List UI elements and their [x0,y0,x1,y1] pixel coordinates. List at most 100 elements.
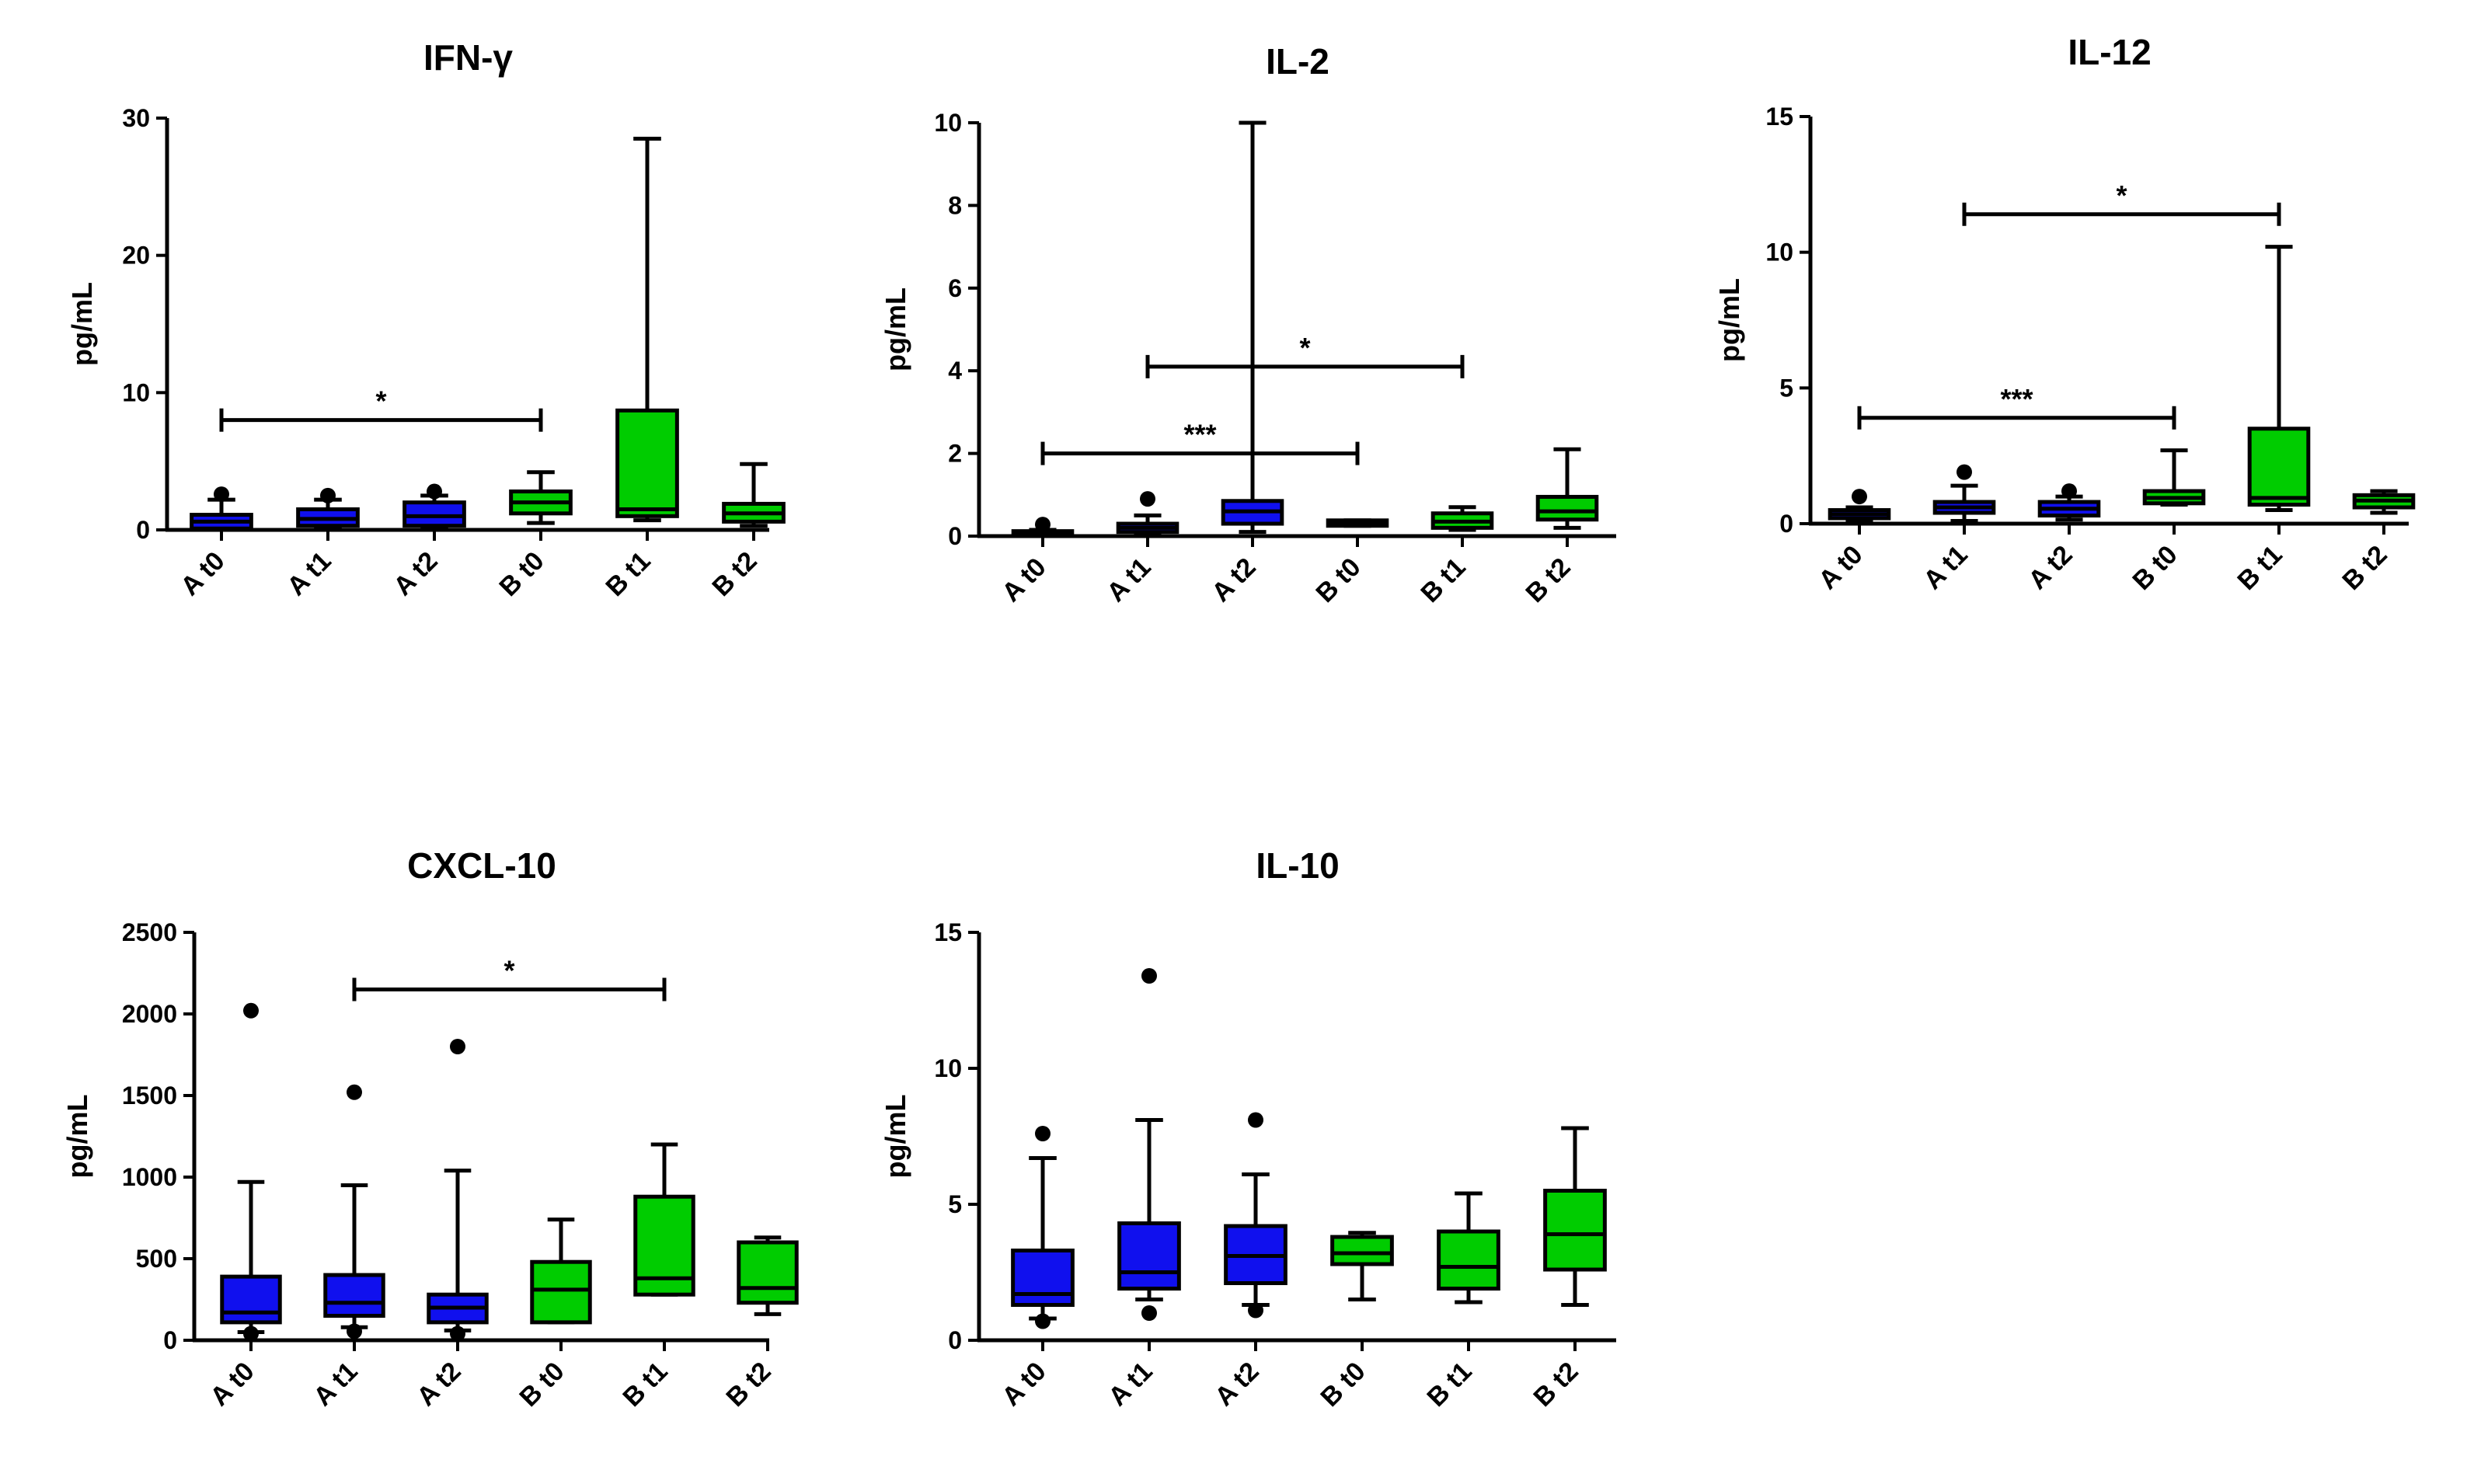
x-tick-label: A t2 [388,546,443,601]
box-plot [1932,464,1996,524]
x-tick-label: B t0 [514,1357,570,1413]
y-tick-label: 2000 [122,1000,177,1028]
x-tick-label: B t0 [1310,552,1366,608]
chart-title: IFN-γ [423,37,513,78]
box-plot [2352,489,2416,515]
box-plot [427,1039,489,1342]
y-tick-label: 0 [163,1326,177,1354]
significance-label: * [1299,332,1310,364]
outlier-point [1140,491,1155,507]
outlier-point [1141,968,1157,984]
outlier-point [1035,1126,1051,1141]
box [1543,1189,1607,1272]
outlier-point [1035,517,1051,533]
box-plot [402,483,466,531]
outlier-point [320,487,336,503]
x-tick-label: A t0 [1813,540,1868,595]
box [615,408,679,518]
x-tick-label: B t0 [493,546,549,602]
box-plot [1535,447,1599,530]
x-tick-label: A t2 [1209,1357,1264,1412]
significance-label: *** [1183,419,1216,451]
x-tick-label: A t0 [996,1357,1051,1412]
x-tick-label: B t2 [706,546,762,602]
box-plot [220,1002,282,1342]
y-tick-label: 10 [934,1054,962,1082]
x-tick-label: A t1 [308,1357,363,1412]
box [323,1273,385,1318]
x-tick-label: B t1 [1421,1357,1477,1413]
outlier-point [243,1002,259,1019]
y-axis-label: pg/mL [1713,278,1745,362]
box-plot [1828,489,1891,524]
box [1437,1229,1500,1291]
y-tick-label: 0 [136,516,150,544]
y-axis-label: pg/mL [66,282,98,366]
y-tick-label: 2 [948,440,962,468]
box [2247,427,2311,507]
box-plot [323,1084,385,1339]
box-plot [2142,448,2206,507]
chart-panel: IFN-γ pg/mL 0 10 20 30 A t0 A t1 A t2 B t0 B t1 B t… [66,37,786,602]
outlier-point [1035,1313,1051,1329]
y-tick-label: 8 [948,191,962,219]
box-plot [1011,517,1075,538]
x-tick-label: B t1 [617,1357,673,1413]
outlier-point [214,486,229,503]
y-tick-label: 2500 [122,918,177,946]
significance-label: * [2116,179,2127,211]
y-tick-label: 0 [948,1326,962,1354]
box [402,500,466,528]
box [530,1259,592,1325]
x-tick-label: B t0 [1315,1357,1371,1413]
y-axis-label: pg/mL [61,1095,93,1179]
y-tick-label: 10 [1765,239,1793,266]
y-tick-label: 5 [1779,374,1793,402]
box-plot [1326,518,1389,528]
significance-label: * [504,955,514,987]
outlier-point [347,1323,362,1339]
x-tick-label: A t0 [204,1357,260,1412]
x-tick-label: B t1 [1415,552,1471,608]
x-tick-label: B t2 [1520,552,1576,608]
chart-title: IL-12 [2068,32,2151,72]
box-plot [1224,1112,1288,1319]
y-tick-label: 500 [136,1245,177,1273]
box-plot [633,1142,695,1297]
x-tick-label: A t2 [2023,540,2078,595]
box-plot [530,1218,592,1325]
x-tick-label: A t0 [175,546,230,601]
box-plot [1011,1126,1075,1329]
y-tick-label: 15 [934,918,962,946]
box-plot [737,1235,799,1316]
x-tick-label: B t2 [1528,1357,1584,1413]
box-plot [190,486,253,531]
chart-panel: IL-12 pg/mL 0 5 10 15 A t0 A t1 A t2 B t0 B t1 B t2… [1713,32,2416,596]
x-tick-label: A t1 [1918,540,1973,595]
x-tick-label: B t2 [720,1357,776,1413]
box-plot [1221,120,1284,535]
chart-panel: IL-2 pg/mL 0 2 4 6 8 10 A t0 A t1 A t2 B t0 B t1 B t2… [880,41,1616,608]
y-tick-label: 20 [122,242,150,270]
significance-label: *** [2000,383,2033,415]
box-plot [615,137,679,523]
chart-panel: CXCL-10 pg/mL 0 500 1000 1500 2000 2500 A t0 A t1… [61,845,799,1413]
y-tick-label: 10 [122,378,150,406]
significance-label: * [375,385,386,417]
y-tick-label: 1000 [122,1163,177,1191]
y-tick-label: 0 [948,522,962,550]
box [1011,1249,1075,1307]
box [1330,1235,1394,1266]
significance-bracket: *** [1857,383,2176,430]
significance-bracket: * [1145,332,1465,378]
y-tick-label: 4 [948,357,962,385]
outlier-point [450,1325,465,1342]
x-tick-label: B t2 [2336,540,2392,596]
y-tick-label: 5 [948,1190,962,1218]
box-plot [296,487,360,531]
outlier-point [347,1084,362,1100]
y-tick-label: 0 [1779,510,1793,538]
significance-bracket: * [1962,179,2281,226]
outlier-point [1248,1112,1263,1128]
